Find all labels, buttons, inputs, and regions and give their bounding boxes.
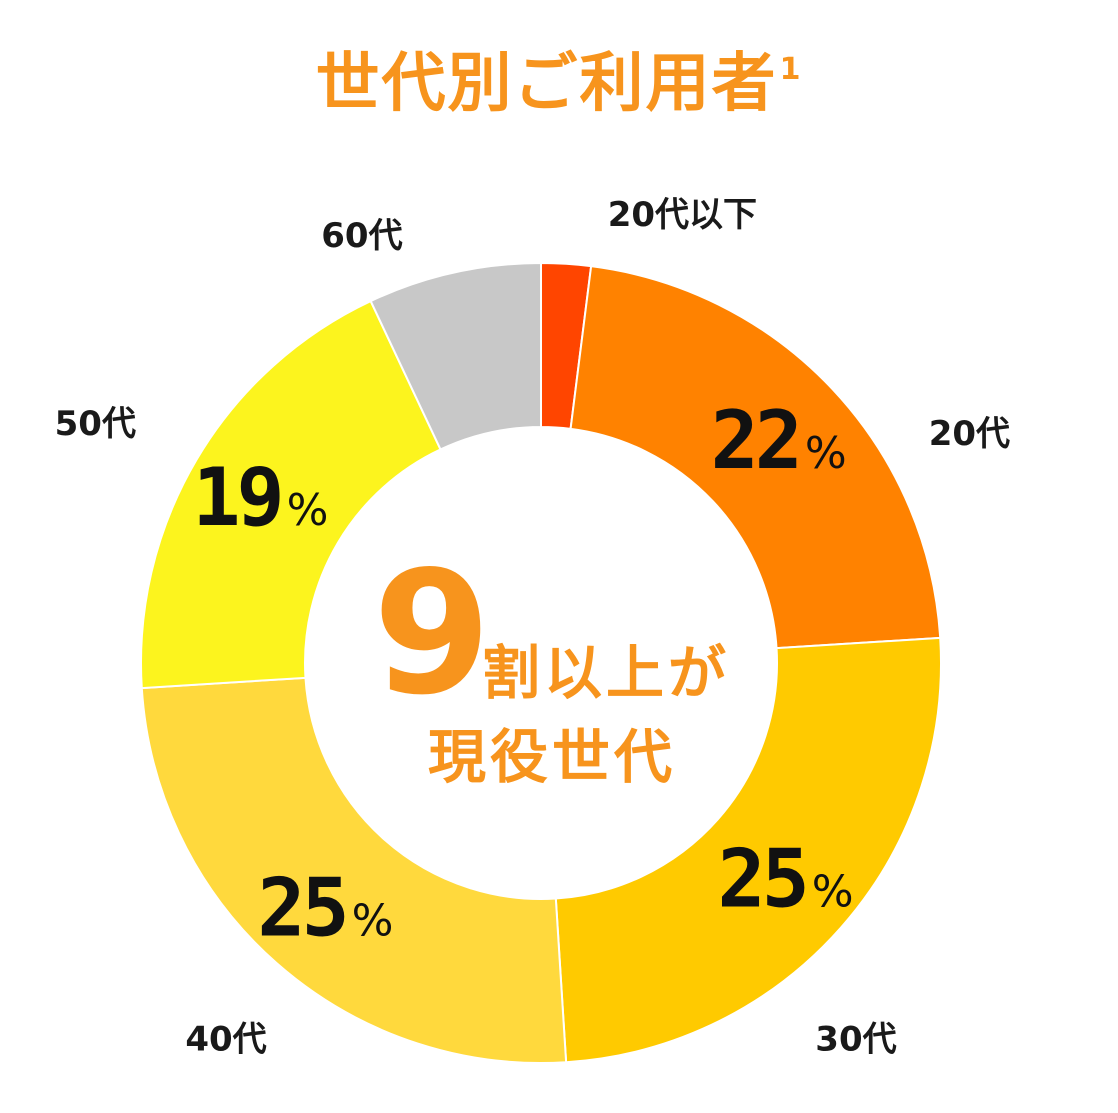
category-label: 30代 — [815, 1019, 896, 1059]
title-footnote-marker: 1 — [779, 52, 803, 87]
category-label: 60代 — [321, 216, 402, 256]
category-label: 20代 — [929, 414, 1010, 454]
slice-percent-label: 19% — [192, 451, 328, 544]
category-labels-group: 20代以下 20代 30代 40代 50代 60代 — [55, 195, 1010, 1059]
chart-title-text: 世代別ご利用者 — [315, 47, 778, 121]
center-highlight-number: 9 — [373, 535, 491, 733]
slice-3 — [554, 636, 942, 1064]
category-label: 40代 — [185, 1019, 266, 1059]
percent-labels-group: 22 % 25 % 25 % 19% — [192, 394, 853, 955]
slices-group — [140, 261, 942, 1064]
slice-percent-label: 22% — [711, 394, 847, 487]
center-caption-line1: 割以上が — [482, 639, 730, 707]
slice-percent-label: 25% — [257, 862, 393, 955]
center-caption-line2: 現役世代 — [428, 723, 676, 791]
slice-4 — [140, 676, 568, 1064]
slice-6 — [369, 261, 542, 451]
chart-title: 世代別ご利用者1 — [0, 30, 1118, 124]
category-label: 50代 — [55, 404, 136, 444]
slice-2 — [569, 265, 942, 650]
slice-5 — [140, 299, 442, 690]
category-label: 20代以下 — [608, 195, 757, 235]
slice-percent-label: 25% — [717, 833, 853, 926]
